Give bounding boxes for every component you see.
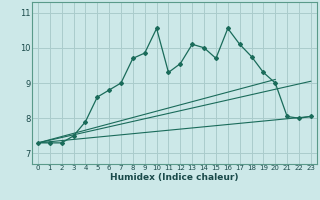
X-axis label: Humidex (Indice chaleur): Humidex (Indice chaleur)	[110, 173, 239, 182]
